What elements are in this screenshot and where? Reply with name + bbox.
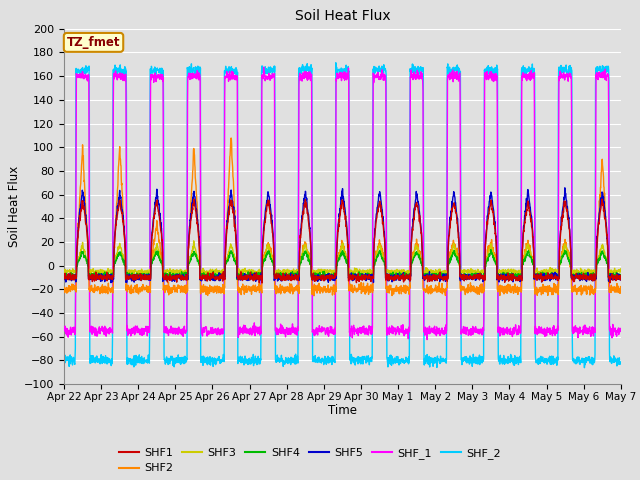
SHF4: [487, 247, 495, 252]
SHF_1: [60, 328, 68, 334]
SHF_2: [359, 354, 367, 360]
SHF3: [137, 273, 145, 279]
SHF3: [359, 267, 367, 273]
SHF_1: [584, 331, 591, 336]
SHF_1: [216, 331, 223, 337]
SHF2: [584, 285, 591, 290]
Line: SHF3: SHF3: [64, 241, 621, 276]
SHF3: [371, 258, 379, 264]
SHF_2: [584, 356, 591, 361]
SHF4: [359, 271, 367, 276]
SHF4: [371, 260, 379, 266]
SHF_2: [580, 365, 588, 371]
SHF5: [60, 274, 68, 280]
SHF3: [505, 269, 513, 275]
SHF2: [310, 293, 317, 299]
SHF5: [561, 185, 569, 191]
SHF1: [60, 276, 68, 281]
SHF4: [216, 271, 223, 276]
SHF5: [216, 272, 223, 278]
SHF_1: [359, 328, 367, 334]
SHF_1: [260, 64, 268, 70]
X-axis label: Time: Time: [328, 405, 357, 418]
SHF3: [617, 266, 625, 272]
Line: SHF4: SHF4: [64, 250, 621, 279]
SHF1: [216, 273, 223, 279]
SHF5: [504, 274, 512, 279]
Line: SHF_1: SHF_1: [64, 67, 621, 339]
SHF1: [584, 276, 591, 281]
SHF_1: [617, 328, 625, 334]
SHF2: [359, 285, 367, 290]
SHF2: [60, 285, 68, 290]
SHF4: [505, 271, 513, 277]
SHF5: [568, 274, 576, 280]
SHF3: [584, 268, 591, 274]
SHF1: [568, 272, 576, 278]
SHF1: [505, 278, 513, 284]
SHF2: [216, 287, 223, 292]
SHF5: [617, 273, 625, 279]
SHF3: [190, 238, 198, 244]
SHF4: [584, 272, 591, 277]
SHF_2: [332, 60, 340, 66]
SHF5: [107, 280, 115, 286]
SHF_1: [371, 75, 379, 81]
SHF4: [233, 276, 241, 282]
SHF2: [505, 284, 513, 289]
SHF1: [371, 231, 379, 237]
SHF5: [359, 275, 367, 280]
Line: SHF2: SHF2: [64, 138, 621, 296]
SHF3: [60, 271, 68, 276]
SHF3: [216, 269, 223, 275]
Y-axis label: Soil Heat Flux: Soil Heat Flux: [8, 166, 21, 247]
SHF4: [617, 273, 625, 279]
Text: TZ_fmet: TZ_fmet: [67, 36, 120, 49]
SHF3: [568, 269, 576, 275]
SHF4: [568, 272, 576, 277]
SHF5: [584, 276, 591, 282]
SHF1: [190, 196, 198, 202]
SHF4: [60, 272, 68, 278]
SHF2: [227, 135, 235, 141]
SHF2: [371, 257, 379, 263]
Line: SHF5: SHF5: [64, 188, 621, 283]
SHF5: [371, 226, 379, 232]
SHF_2: [568, 68, 575, 73]
Line: SHF_2: SHF_2: [64, 63, 621, 368]
Title: Soil Heat Flux: Soil Heat Flux: [294, 10, 390, 24]
SHF_1: [568, 287, 576, 293]
SHF_1: [423, 336, 431, 342]
SHF1: [359, 276, 367, 282]
SHF2: [617, 285, 625, 290]
SHF_2: [617, 361, 625, 367]
Legend: SHF1, SHF2, SHF3, SHF4, SHF5, SHF_1, SHF_2: SHF1, SHF2, SHF3, SHF4, SHF5, SHF_1, SHF…: [114, 444, 506, 478]
SHF_2: [216, 356, 223, 362]
SHF1: [617, 273, 625, 278]
SHF_2: [60, 353, 68, 359]
Line: SHF1: SHF1: [64, 199, 621, 283]
SHF_2: [371, 70, 379, 76]
SHF2: [568, 289, 576, 295]
SHF_2: [504, 360, 512, 365]
SHF_1: [505, 328, 513, 334]
SHF1: [258, 280, 266, 286]
